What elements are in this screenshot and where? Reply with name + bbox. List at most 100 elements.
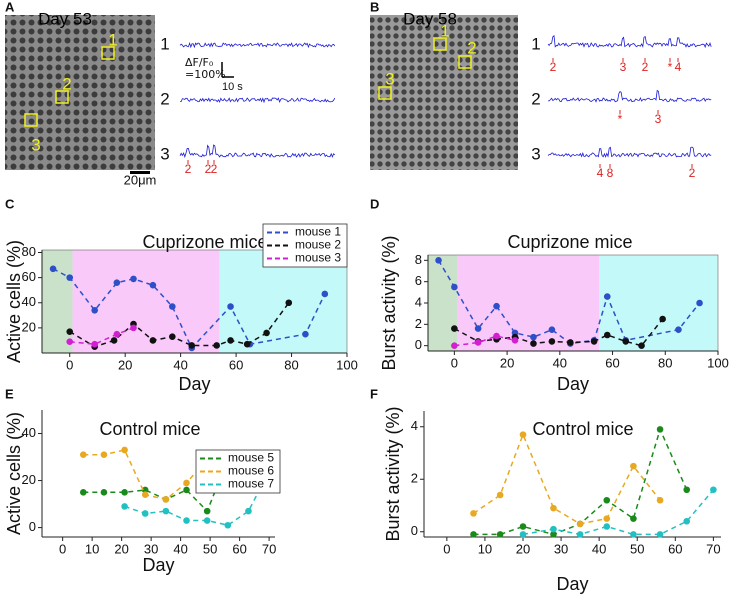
- phase-region: [42, 250, 73, 353]
- data-point: [149, 281, 157, 289]
- event-label: 2: [689, 166, 696, 180]
- data-point: [576, 531, 584, 538]
- panel-label: B: [370, 0, 379, 14]
- x-tick-label: 30: [554, 541, 568, 556]
- micrograph: [5, 15, 155, 170]
- data-point: [100, 451, 108, 458]
- y-axis-label: Active cells (%): [4, 412, 24, 535]
- roi-box: [433, 37, 447, 51]
- phase-region: [72, 250, 220, 353]
- data-point: [493, 302, 500, 310]
- data-point: [203, 517, 211, 524]
- data-point: [519, 431, 527, 438]
- data-point: [162, 496, 170, 503]
- legend-label: mouse 2: [295, 238, 341, 252]
- panel-label: F: [370, 386, 378, 401]
- data-point: [66, 328, 74, 335]
- data-point: [227, 303, 234, 310]
- data-point: [493, 332, 500, 340]
- panel-label: D: [370, 196, 379, 211]
- y-tick-label: 0: [415, 337, 422, 352]
- series-line: [522, 489, 714, 536]
- data-point: [470, 531, 477, 538]
- data-point: [675, 326, 682, 333]
- roi-box: [101, 46, 115, 60]
- event-label: 3: [620, 60, 627, 74]
- data-point: [548, 338, 556, 345]
- panel-label: E: [5, 386, 14, 401]
- data-point: [183, 479, 190, 487]
- data-point: [285, 299, 293, 307]
- phase-region: [428, 255, 457, 351]
- x-tick-label: 0: [451, 355, 458, 370]
- data-point: [141, 486, 149, 494]
- x-tick-label: 50: [630, 541, 644, 556]
- data-point: [213, 342, 220, 349]
- data-point: [162, 507, 170, 515]
- roi-label: 3: [31, 135, 40, 154]
- data-point: [121, 489, 128, 496]
- event-label: 2: [185, 162, 192, 176]
- data-point: [630, 531, 637, 538]
- y-tick-label: 4: [415, 294, 422, 309]
- data-point: [550, 504, 557, 512]
- chart-title: Control mice: [532, 419, 633, 439]
- y-tick-label: 40: [22, 425, 36, 440]
- data-point: [451, 283, 458, 291]
- data-point: [451, 325, 458, 332]
- legend-label: mouse 3: [295, 251, 341, 265]
- data-point: [130, 324, 137, 332]
- event-label: 2: [550, 60, 557, 74]
- series-line: [69, 327, 134, 345]
- event-label: 2: [211, 162, 218, 176]
- data-point: [630, 462, 637, 470]
- data-point: [519, 531, 527, 538]
- trace-label: 1: [160, 34, 169, 53]
- x-tick-label: 60: [232, 541, 246, 556]
- x-axis-label: Day: [557, 374, 589, 394]
- data-point: [576, 520, 584, 528]
- legend-label: mouse 5: [228, 451, 274, 465]
- event-label: 4: [597, 166, 604, 180]
- y-tick-label: 6: [415, 273, 422, 288]
- x-tick-label: 60: [668, 541, 682, 556]
- data-point: [49, 265, 57, 273]
- data-point: [91, 306, 98, 314]
- y-tick-label: 2: [411, 471, 418, 486]
- scale-bar: [130, 171, 150, 174]
- x-tick-label: 40: [553, 355, 567, 370]
- x-tick-label: 40: [592, 541, 606, 556]
- series-line: [124, 470, 270, 527]
- data-point: [696, 299, 703, 307]
- data-point: [121, 446, 128, 454]
- data-point: [113, 279, 121, 286]
- trace: [179, 42, 336, 49]
- data-point: [149, 337, 157, 344]
- event-label: 4: [675, 60, 682, 74]
- x-tick-label: 20: [500, 355, 514, 370]
- roi-box: [55, 90, 69, 104]
- x-tick-label: 100: [336, 357, 358, 372]
- scale-x-label: 10 s: [222, 81, 243, 93]
- x-tick-label: 0: [66, 357, 73, 372]
- data-point: [656, 426, 664, 433]
- x-tick-label: 80: [658, 355, 672, 370]
- roi-label: 3: [385, 69, 394, 88]
- data-point: [130, 275, 137, 283]
- data-point: [603, 331, 611, 339]
- data-point: [263, 329, 270, 337]
- x-tick-label: 30: [144, 541, 158, 556]
- data-point: [203, 507, 211, 515]
- scale-bar-label: 20μm: [124, 172, 157, 187]
- data-point: [638, 342, 645, 349]
- data-point: [188, 342, 196, 349]
- data-point: [496, 491, 504, 499]
- data-point: [530, 340, 537, 347]
- data-point: [321, 290, 329, 298]
- series-line: [473, 432, 661, 525]
- data-point: [474, 325, 482, 332]
- data-point: [100, 489, 108, 496]
- data-point: [550, 525, 557, 533]
- data-point: [567, 339, 574, 346]
- roi-box: [24, 113, 38, 127]
